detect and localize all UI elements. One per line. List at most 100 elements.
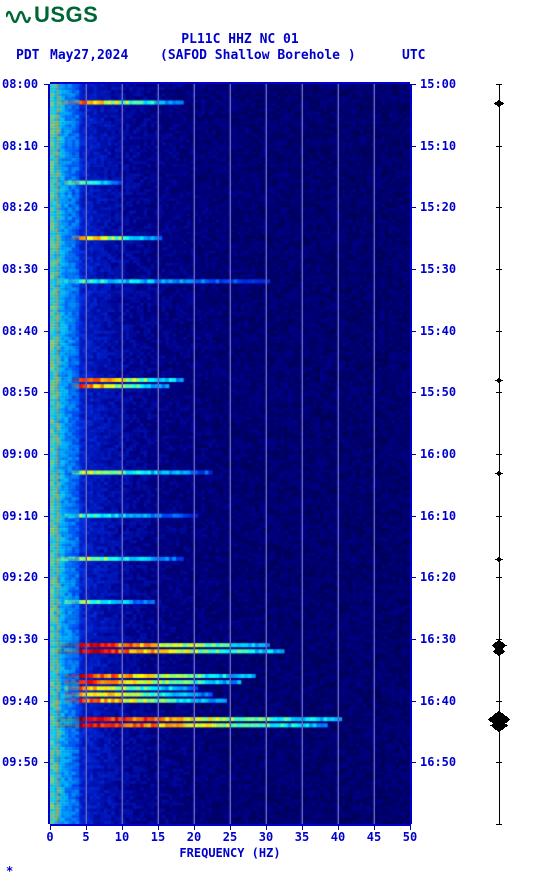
left-tick-label: 08:00 xyxy=(2,77,38,91)
seismo-tick xyxy=(496,762,502,763)
x-tick-label: 20 xyxy=(187,830,201,844)
station-label: (SAFOD Shallow Borehole ) xyxy=(160,48,356,63)
seismo-spike xyxy=(498,475,500,476)
left-tick-label: 09:00 xyxy=(2,447,38,461)
seismo-tick xyxy=(496,516,502,517)
seismo-tick xyxy=(496,331,502,332)
left-tick-label: 09:10 xyxy=(2,509,38,523)
right-tick-mark xyxy=(410,392,416,393)
seismo-spike xyxy=(498,731,500,732)
right-tick-label: 15:40 xyxy=(420,324,456,338)
channel-id: PL11C HHZ NC 01 xyxy=(0,32,480,47)
right-tick-label: 16:00 xyxy=(420,447,456,461)
left-tick-label: 09:40 xyxy=(2,694,38,708)
x-tick-mark xyxy=(194,824,195,830)
x-tick-mark xyxy=(338,824,339,830)
left-tick-mark xyxy=(44,762,50,763)
left-tick-label: 08:40 xyxy=(2,324,38,338)
right-tick-label: 16:30 xyxy=(420,632,456,646)
x-tick-label: 5 xyxy=(82,830,89,844)
x-tick-label: 10 xyxy=(115,830,129,844)
seismo-tick xyxy=(496,207,502,208)
gridline xyxy=(86,84,87,824)
spectrogram-plot xyxy=(50,84,410,824)
right-tick-mark xyxy=(410,516,416,517)
right-tick-label: 16:50 xyxy=(420,755,456,769)
left-tick-mark xyxy=(44,701,50,702)
right-tick-mark xyxy=(410,577,416,578)
x-tick-label: 25 xyxy=(223,830,237,844)
right-tick-label: 15:00 xyxy=(420,77,456,91)
gridline xyxy=(194,84,195,824)
x-tick-mark xyxy=(266,824,267,830)
right-tick-mark xyxy=(410,207,416,208)
seismo-tick xyxy=(496,454,502,455)
seismo-tick xyxy=(496,577,502,578)
left-tick-label: 09:50 xyxy=(2,755,38,769)
left-tick-label: 09:30 xyxy=(2,632,38,646)
right-tick-mark xyxy=(410,269,416,270)
x-tick-mark xyxy=(86,824,87,830)
gridline xyxy=(230,84,231,824)
right-tick-mark xyxy=(410,454,416,455)
x-tick-mark xyxy=(374,824,375,830)
seismo-spike xyxy=(498,561,500,562)
left-tick-mark xyxy=(44,146,50,147)
right-tick-label: 15:50 xyxy=(420,385,456,399)
gridline xyxy=(158,84,159,824)
footnote-asterisk: * xyxy=(6,864,13,878)
left-tick-mark xyxy=(44,516,50,517)
seismogram-trace xyxy=(494,84,504,824)
seismo-tick xyxy=(496,701,502,702)
usgs-logo: USGS xyxy=(6,2,98,29)
x-tick-label: 50 xyxy=(403,830,417,844)
right-tick-label: 15:30 xyxy=(420,262,456,276)
x-axis-label: FREQUENCY (HZ) xyxy=(50,846,410,860)
left-tick-mark xyxy=(44,269,50,270)
seismo-spike xyxy=(498,655,500,656)
gridline xyxy=(302,84,303,824)
left-tick-label: 08:20 xyxy=(2,200,38,214)
left-tick-mark xyxy=(44,84,50,85)
x-tick-mark xyxy=(50,824,51,830)
x-tick-label: 35 xyxy=(295,830,309,844)
seismo-tick xyxy=(496,392,502,393)
gridline xyxy=(122,84,123,824)
right-tick-mark xyxy=(410,639,416,640)
x-tick-label: 15 xyxy=(151,830,165,844)
seismo-tick xyxy=(496,824,502,825)
left-tick-label: 08:10 xyxy=(2,139,38,153)
x-tick-mark xyxy=(158,824,159,830)
x-tick-mark xyxy=(230,824,231,830)
right-tick-mark xyxy=(410,84,416,85)
gridline xyxy=(338,84,339,824)
seismo-tick xyxy=(496,84,502,85)
left-tick-mark xyxy=(44,639,50,640)
plot-border-top xyxy=(50,82,410,84)
right-tick-label: 16:40 xyxy=(420,694,456,708)
x-tick-mark xyxy=(302,824,303,830)
right-tick-mark xyxy=(410,331,416,332)
seismo-spike xyxy=(498,382,500,383)
left-tick-mark xyxy=(44,207,50,208)
x-tick-label: 40 xyxy=(331,830,345,844)
right-tick-mark xyxy=(410,146,416,147)
right-tick-label: 16:20 xyxy=(420,570,456,584)
x-tick-label: 0 xyxy=(46,830,53,844)
x-tick-label: 30 xyxy=(259,830,273,844)
left-tick-mark xyxy=(44,331,50,332)
gridline xyxy=(374,84,375,824)
pdt-label: PDT xyxy=(16,48,39,63)
seismo-tick xyxy=(496,269,502,270)
logo-text: USGS xyxy=(34,2,98,27)
x-tick-label: 45 xyxy=(367,830,381,844)
seismo-spike xyxy=(498,106,500,107)
left-tick-label: 08:30 xyxy=(2,262,38,276)
date-label: May27,2024 xyxy=(50,48,128,63)
right-tick-label: 15:10 xyxy=(420,139,456,153)
right-tick-label: 15:20 xyxy=(420,200,456,214)
logo-wave-icon xyxy=(6,3,32,29)
seismo-tick xyxy=(496,146,502,147)
gridline xyxy=(266,84,267,824)
left-tick-label: 08:50 xyxy=(2,385,38,399)
